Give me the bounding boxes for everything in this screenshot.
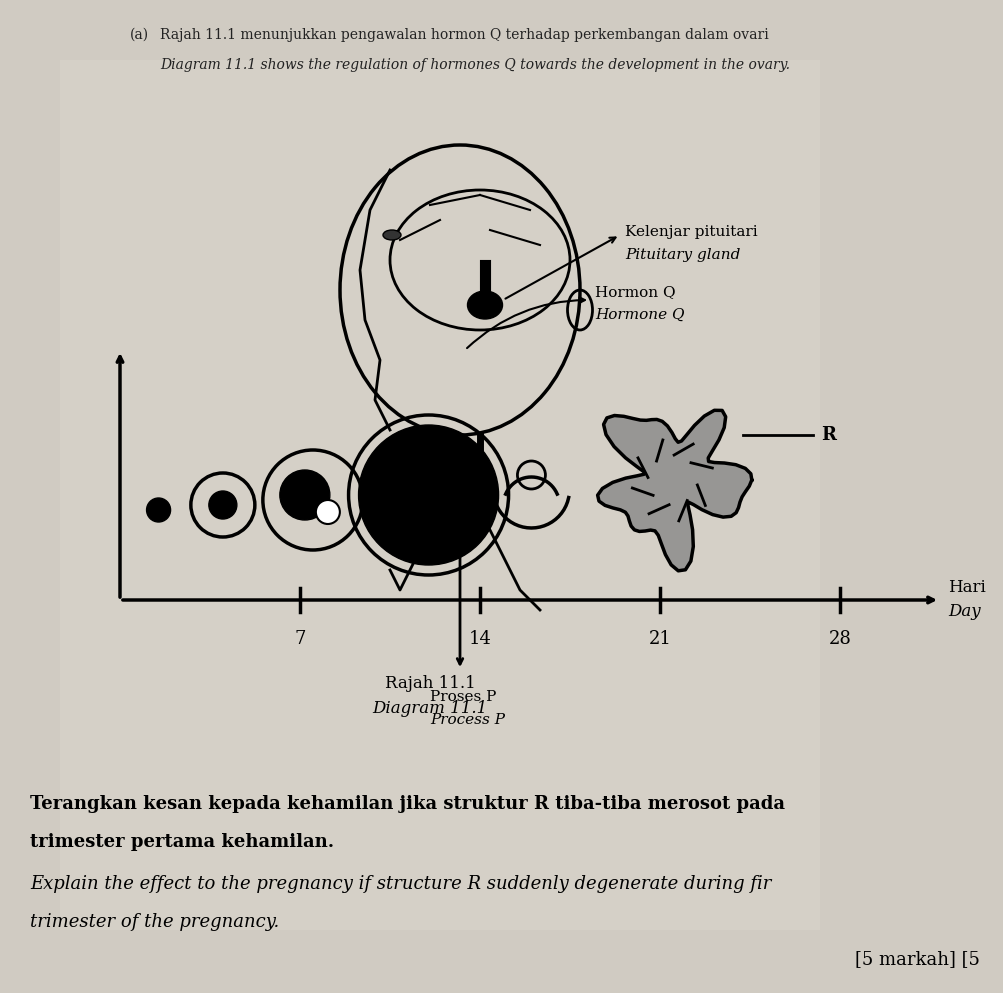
Circle shape bbox=[358, 425, 498, 565]
Text: [5 markah] [5: [5 markah] [5 bbox=[855, 950, 979, 968]
Text: trimester of the pregnancy.: trimester of the pregnancy. bbox=[30, 913, 279, 931]
Ellipse shape bbox=[382, 230, 400, 240]
Text: Diagram 11.1: Diagram 11.1 bbox=[372, 700, 487, 717]
Text: Proses P: Proses P bbox=[429, 690, 495, 704]
Text: 7: 7 bbox=[294, 630, 305, 648]
Text: Hormon Q: Hormon Q bbox=[595, 285, 675, 299]
Text: Kelenjar pituitari: Kelenjar pituitari bbox=[625, 225, 757, 239]
Ellipse shape bbox=[467, 291, 502, 319]
Text: trimester pertama kehamilan.: trimester pertama kehamilan. bbox=[30, 833, 334, 851]
Circle shape bbox=[209, 491, 237, 519]
Text: Hari: Hari bbox=[947, 580, 985, 597]
Text: Explain the effect to the pregnancy if structure R suddenly degenerate during fi: Explain the effect to the pregnancy if s… bbox=[30, 875, 770, 893]
Text: Process P: Process P bbox=[429, 713, 505, 727]
Text: 14: 14 bbox=[468, 630, 490, 648]
Text: Terangkan kesan kepada kehamilan jika struktur R tiba-tiba merosot pada: Terangkan kesan kepada kehamilan jika st… bbox=[30, 795, 784, 813]
Text: (a): (a) bbox=[129, 28, 149, 42]
Text: Day: Day bbox=[947, 604, 980, 621]
Text: Rajah 11.1 menunjukkan pengawalan hormon Q terhadap perkembangan dalam ovari: Rajah 11.1 menunjukkan pengawalan hormon… bbox=[159, 28, 768, 42]
Text: 28: 28 bbox=[827, 630, 851, 648]
Text: 21: 21 bbox=[648, 630, 671, 648]
Polygon shape bbox=[597, 410, 751, 571]
Text: Pituitary gland: Pituitary gland bbox=[625, 248, 739, 262]
Text: Rajah 11.1: Rajah 11.1 bbox=[384, 675, 474, 692]
Text: Diagram 11.1 shows the regulation of hormones Q towards the development in the o: Diagram 11.1 shows the regulation of hor… bbox=[159, 58, 789, 72]
Circle shape bbox=[146, 498, 171, 522]
Circle shape bbox=[316, 500, 340, 524]
Circle shape bbox=[280, 470, 330, 520]
Text: Hormone Q: Hormone Q bbox=[595, 308, 684, 322]
Text: R: R bbox=[820, 426, 835, 444]
Bar bbox=[60, 60, 819, 930]
